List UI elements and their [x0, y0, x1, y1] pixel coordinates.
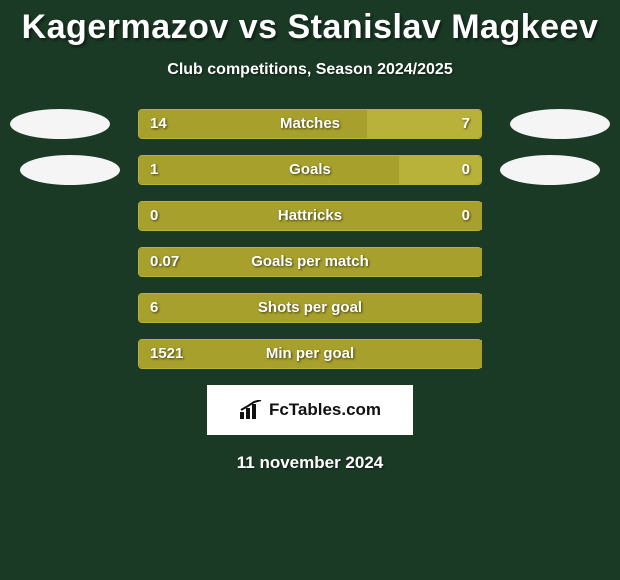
metric-value-left: 1 — [150, 155, 158, 185]
metric-row: Goals per match0.07 — [0, 247, 620, 277]
metric-row: Hattricks0 0 — [0, 201, 620, 231]
metric-label: Hattricks — [138, 201, 482, 231]
metric-value-left: 0 — [150, 201, 158, 231]
metric-label: Goals per match — [138, 247, 482, 277]
metric-row: Shots per goal6 — [0, 293, 620, 323]
badge-text: FcTables.com — [269, 400, 381, 420]
metric-label: Shots per goal — [138, 293, 482, 323]
metric-value-left: 14 — [150, 109, 167, 139]
fctables-badge[interactable]: FcTables.com — [207, 385, 413, 435]
metric-value-right: 0 — [462, 155, 470, 185]
metric-label: Min per goal — [138, 339, 482, 369]
metric-value-right: 0 — [462, 201, 470, 231]
chart-area: Matches147Goals10Hattricks00Goals per ma… — [0, 109, 620, 369]
metric-value-right: 7 — [462, 109, 470, 139]
metric-value-left: 6 — [150, 293, 158, 323]
metric-value-left: 1521 — [150, 339, 183, 369]
metric-value-left: 0.07 — [150, 247, 179, 277]
metric-row: Goals1 0 — [0, 155, 620, 185]
metric-label: Goals — [138, 155, 482, 185]
subtitle: Club competitions, Season 2024/2025 — [0, 61, 620, 79]
date-label: 11 november 2024 — [0, 453, 620, 473]
comparison-widget: Kagermazov vs Stanislav Magkeev Club com… — [0, 0, 620, 580]
metric-rows: Matches147Goals10Hattricks00Goals per ma… — [0, 109, 620, 369]
metric-row: Matches14 7 — [0, 109, 620, 139]
page-title: Kagermazov vs Stanislav Magkeev — [0, 0, 620, 47]
metric-label: Matches — [138, 109, 482, 139]
metric-row: Min per goal1521 — [0, 339, 620, 369]
chart-icon — [239, 400, 263, 420]
